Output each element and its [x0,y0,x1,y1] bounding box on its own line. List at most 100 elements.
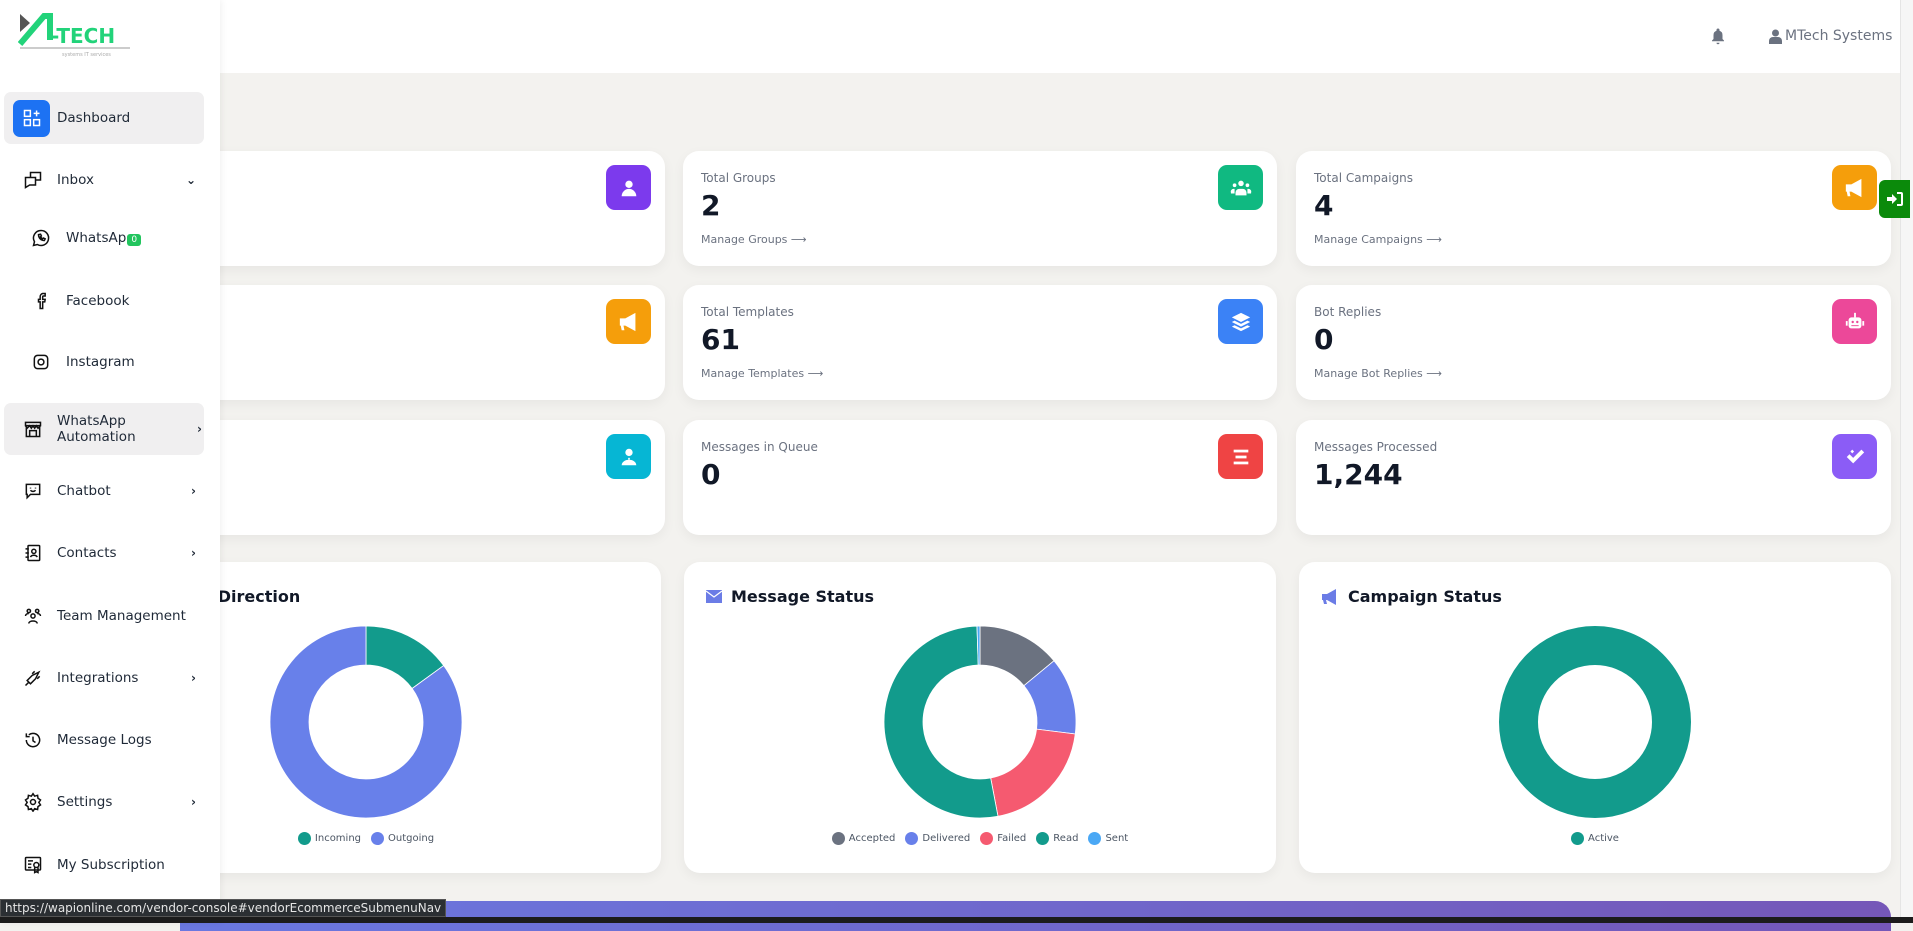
manage-link[interactable]: Manage Templates ⟶ [701,367,824,380]
gear-icon [22,791,44,813]
sidebar-item-label: Integrations [57,670,139,686]
sidebar-item-team-management[interactable]: Team Management [4,590,204,642]
stat-value: 4 [1314,189,1334,222]
legend-swatch [1571,832,1585,845]
user-icon [606,165,651,210]
sidebar: -TECH systems IT services Dashboard Inbox… [0,0,220,923]
sidebar-item-facebook[interactable]: Facebook [4,275,204,327]
chevron-right-icon: › [191,546,196,560]
history-icon [22,729,44,751]
taskbar [0,917,1913,923]
sidebar-item-contacts[interactable]: Contacts › [4,527,204,579]
sidebar-item-message-logs[interactable]: Message Logs [4,714,204,766]
top-header: MTech Systems [0,0,1900,73]
contacts-icon [22,542,44,564]
status-bar-url: https://wapionline.com/vendor-console#ve… [0,899,447,917]
donut-slice-read[interactable] [883,625,999,819]
donut-slice-outgoing[interactable] [269,625,463,819]
chart-legend: Accepted Delivered Failed Read Sent [684,832,1276,845]
chevron-right-icon: › [191,671,196,685]
legend-swatch [831,832,845,845]
manage-link[interactable]: Manage Bot Replies ⟶ [1314,367,1443,380]
stat-label: Total Groups [701,171,776,185]
users-icon [1218,165,1263,210]
mtech-logo[interactable]: -TECH systems IT services [17,12,136,62]
facebook-icon [30,290,52,312]
sign-in-icon [1886,192,1903,206]
chart-title: Campaign Status [1348,587,1502,606]
sidebar-item-label: Team Management [57,608,186,624]
user-menu[interactable]: MTech Systems [1769,28,1892,44]
legend-item-active[interactable]: Active [1571,832,1619,845]
store-icon [22,418,44,440]
sidebar-item-my-subscription[interactable]: My Subscription [4,839,204,891]
sidebar-item-label: Contacts [57,545,117,561]
dashboard-icon [13,99,50,137]
donut-slice-sent[interactable] [976,625,981,666]
sidebar-item-integrations[interactable]: Integrations › [4,652,204,704]
stat-card-total-templates: Total Templates 61 Manage Templates ⟶ [683,285,1277,400]
user-icon [1769,29,1782,44]
stat-card-total-campaigns: Total Campaigns 4 Manage Campaigns ⟶ [1296,151,1891,266]
chart-legend: Active [1299,832,1891,845]
sidebar-item-whatsap[interactable]: WhatsAp 0 [4,212,204,264]
bell-icon[interactable] [1709,27,1727,45]
stat-label: Messages in Queue [701,440,818,454]
legend-label: Sent [1105,833,1129,844]
sidebar-item-label: WhatsAp [66,230,127,246]
whatsapp-icon [30,227,52,249]
sidebar-item-instagram[interactable]: Instagram [4,336,204,388]
legend-label: Failed [997,833,1027,844]
inbox-icon [22,169,44,191]
legend-item-outgoing[interactable]: Outgoing [371,832,434,845]
donut-slice-active[interactable] [1499,626,1691,818]
legend-item-accepted[interactable]: Accepted [831,832,895,845]
message-status-card: Message Status Accepted Delivered Failed Re… [684,562,1276,873]
stat-label: Total Campaigns [1314,171,1414,185]
legend-label: Incoming [314,833,362,844]
manage-link[interactable]: Manage Groups ⟶ [701,233,807,246]
sidebar-item-label: Chatbot [57,483,111,499]
legend-swatch [371,832,385,845]
legend-item-failed[interactable]: Failed [980,832,1026,845]
page-scrollbar[interactable] [1900,0,1913,923]
legend-swatch [1036,832,1050,845]
unread-badge: 0 [127,234,142,246]
message-status-donut [883,625,1077,819]
legend-item-incoming[interactable]: Incoming [297,832,362,845]
sidebar-item-label: My Subscription [57,857,165,873]
stat-card-messages-processed: Messages Processed 1,244 [1296,420,1891,535]
stat-value: 61 [701,323,740,356]
chevron-right-icon: › [197,422,202,436]
stat-label: Messages Processed [1314,440,1438,454]
legend-item-delivered[interactable]: Delivered [905,832,970,845]
sidebar-item-dashboard[interactable]: Dashboard [4,92,204,144]
sidebar-item-label: Dashboard [57,110,131,126]
sidebar-item-whatsapp-automation[interactable]: WhatsApp Automation › [4,403,204,455]
campaign-status-donut [1499,626,1691,818]
sidebar-item-settings[interactable]: Settings › [4,776,204,828]
plug-icon [22,667,44,689]
robot-icon [1832,299,1877,344]
queue-icon [1218,434,1263,479]
legend-item-sent[interactable]: Sent [1088,832,1128,845]
double-check-icon [1832,434,1877,479]
team-icon [22,605,44,627]
manage-link[interactable]: Manage Campaigns ⟶ [1314,233,1443,246]
sidebar-item-label: Instagram [66,354,135,370]
chart-legend: Incoming Outgoing [71,832,661,845]
donut-slice-failed[interactable] [990,728,1076,817]
sidebar-item-chatbot[interactable]: Chatbot › [4,465,204,517]
chevron-right-icon: › [191,795,196,809]
megaphone-icon [1832,165,1877,210]
conversation-direction-donut [269,625,463,819]
legend-swatch [297,832,311,845]
login-side-button[interactable] [1879,180,1910,218]
sidebar-item-inbox[interactable]: Inbox ⌄ [4,154,204,206]
chart-title: Message Status [731,587,875,606]
stat-card-bot-replies: Bot Replies 0 Manage Bot Replies ⟶ [1296,285,1891,400]
legend-item-read[interactable]: Read [1036,832,1078,845]
campaign-status-card: Campaign Status Active [1299,562,1891,873]
user-name: MTech Systems [1785,28,1893,44]
layers-icon [1218,299,1263,344]
